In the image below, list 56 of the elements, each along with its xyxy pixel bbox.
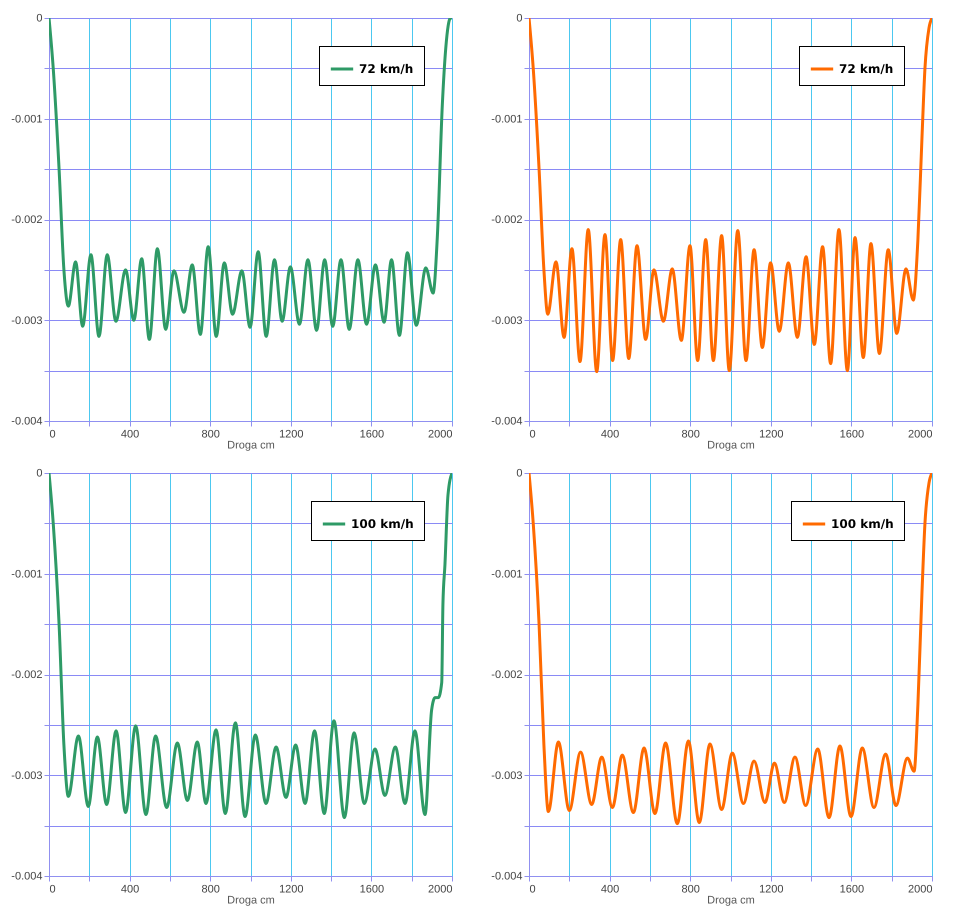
x-tick-label: 0 (50, 884, 56, 896)
x-tick-label: 2000 (428, 428, 452, 440)
y-tick-label: -0.003 (491, 770, 522, 782)
x-tick-label: 1600 (360, 884, 384, 896)
y-tick-label: 0 (516, 12, 522, 24)
line-series (49, 473, 452, 820)
legend-label: 72 km/h (839, 62, 894, 76)
line-series (49, 18, 452, 341)
x-tick-label: 400 (600, 428, 620, 440)
x-axis-title: Droga cm (707, 894, 755, 906)
x-axis-title: Droga cm (227, 894, 275, 906)
x-axis-title: Droga cm (707, 440, 755, 452)
y-tick-label: 0 (36, 12, 42, 24)
x-tick-label: 0 (50, 428, 56, 440)
x-tick-label: 1600 (360, 428, 384, 440)
y-tick-label: -0.004 (491, 870, 522, 882)
y-tick-label: -0.004 (11, 416, 42, 428)
y-tick-label: 0 (516, 468, 522, 480)
x-tick-label: 2000 (428, 884, 452, 896)
x-tick-label: 400 (120, 428, 140, 440)
y-tick-label: -0.002 (491, 214, 522, 226)
x-tick-label: 1600 (840, 428, 864, 440)
x-tick-label: 400 (600, 884, 620, 896)
legend-label: 72 km/h (359, 62, 414, 76)
x-axis-title: Droga cm (227, 440, 275, 452)
y-tick-label: -0.002 (11, 214, 42, 226)
x-tick-label: 2000 (908, 428, 932, 440)
x-tick-label: 1200 (279, 884, 304, 896)
legend-label: 100 km/h (831, 517, 894, 531)
legend-label: 100 km/h (351, 517, 414, 531)
line-series (529, 473, 932, 826)
y-tick-label: -0.002 (11, 669, 42, 681)
y-tick-label: -0.001 (11, 568, 42, 580)
y-tick-label: -0.001 (491, 568, 522, 580)
y-tick-label: -0.001 (491, 113, 522, 126)
x-tick-label: 800 (682, 428, 700, 440)
y-tick-label: -0.003 (11, 314, 42, 327)
y-tick-label: -0.001 (11, 113, 42, 126)
y-tick-label: -0.002 (491, 669, 522, 681)
x-tick-label: 1200 (279, 428, 304, 440)
line-series (529, 18, 932, 374)
x-tick-label: 800 (202, 428, 220, 440)
x-tick-label: 1200 (759, 428, 784, 440)
y-tick-label: 0 (36, 468, 42, 480)
x-tick-label: 1200 (759, 884, 784, 896)
x-tick-label: 1600 (840, 884, 864, 896)
x-tick-label: 800 (202, 884, 220, 896)
x-tick-label: 2000 (908, 884, 932, 896)
y-tick-label: -0.003 (11, 770, 42, 782)
x-tick-label: 400 (120, 884, 140, 896)
y-tick-label: -0.004 (491, 416, 522, 428)
y-tick-label: -0.003 (491, 314, 522, 327)
x-tick-label: 800 (682, 884, 700, 896)
x-tick-label: 0 (530, 428, 536, 440)
y-tick-label: -0.004 (11, 870, 42, 882)
x-tick-label: 0 (530, 884, 536, 896)
